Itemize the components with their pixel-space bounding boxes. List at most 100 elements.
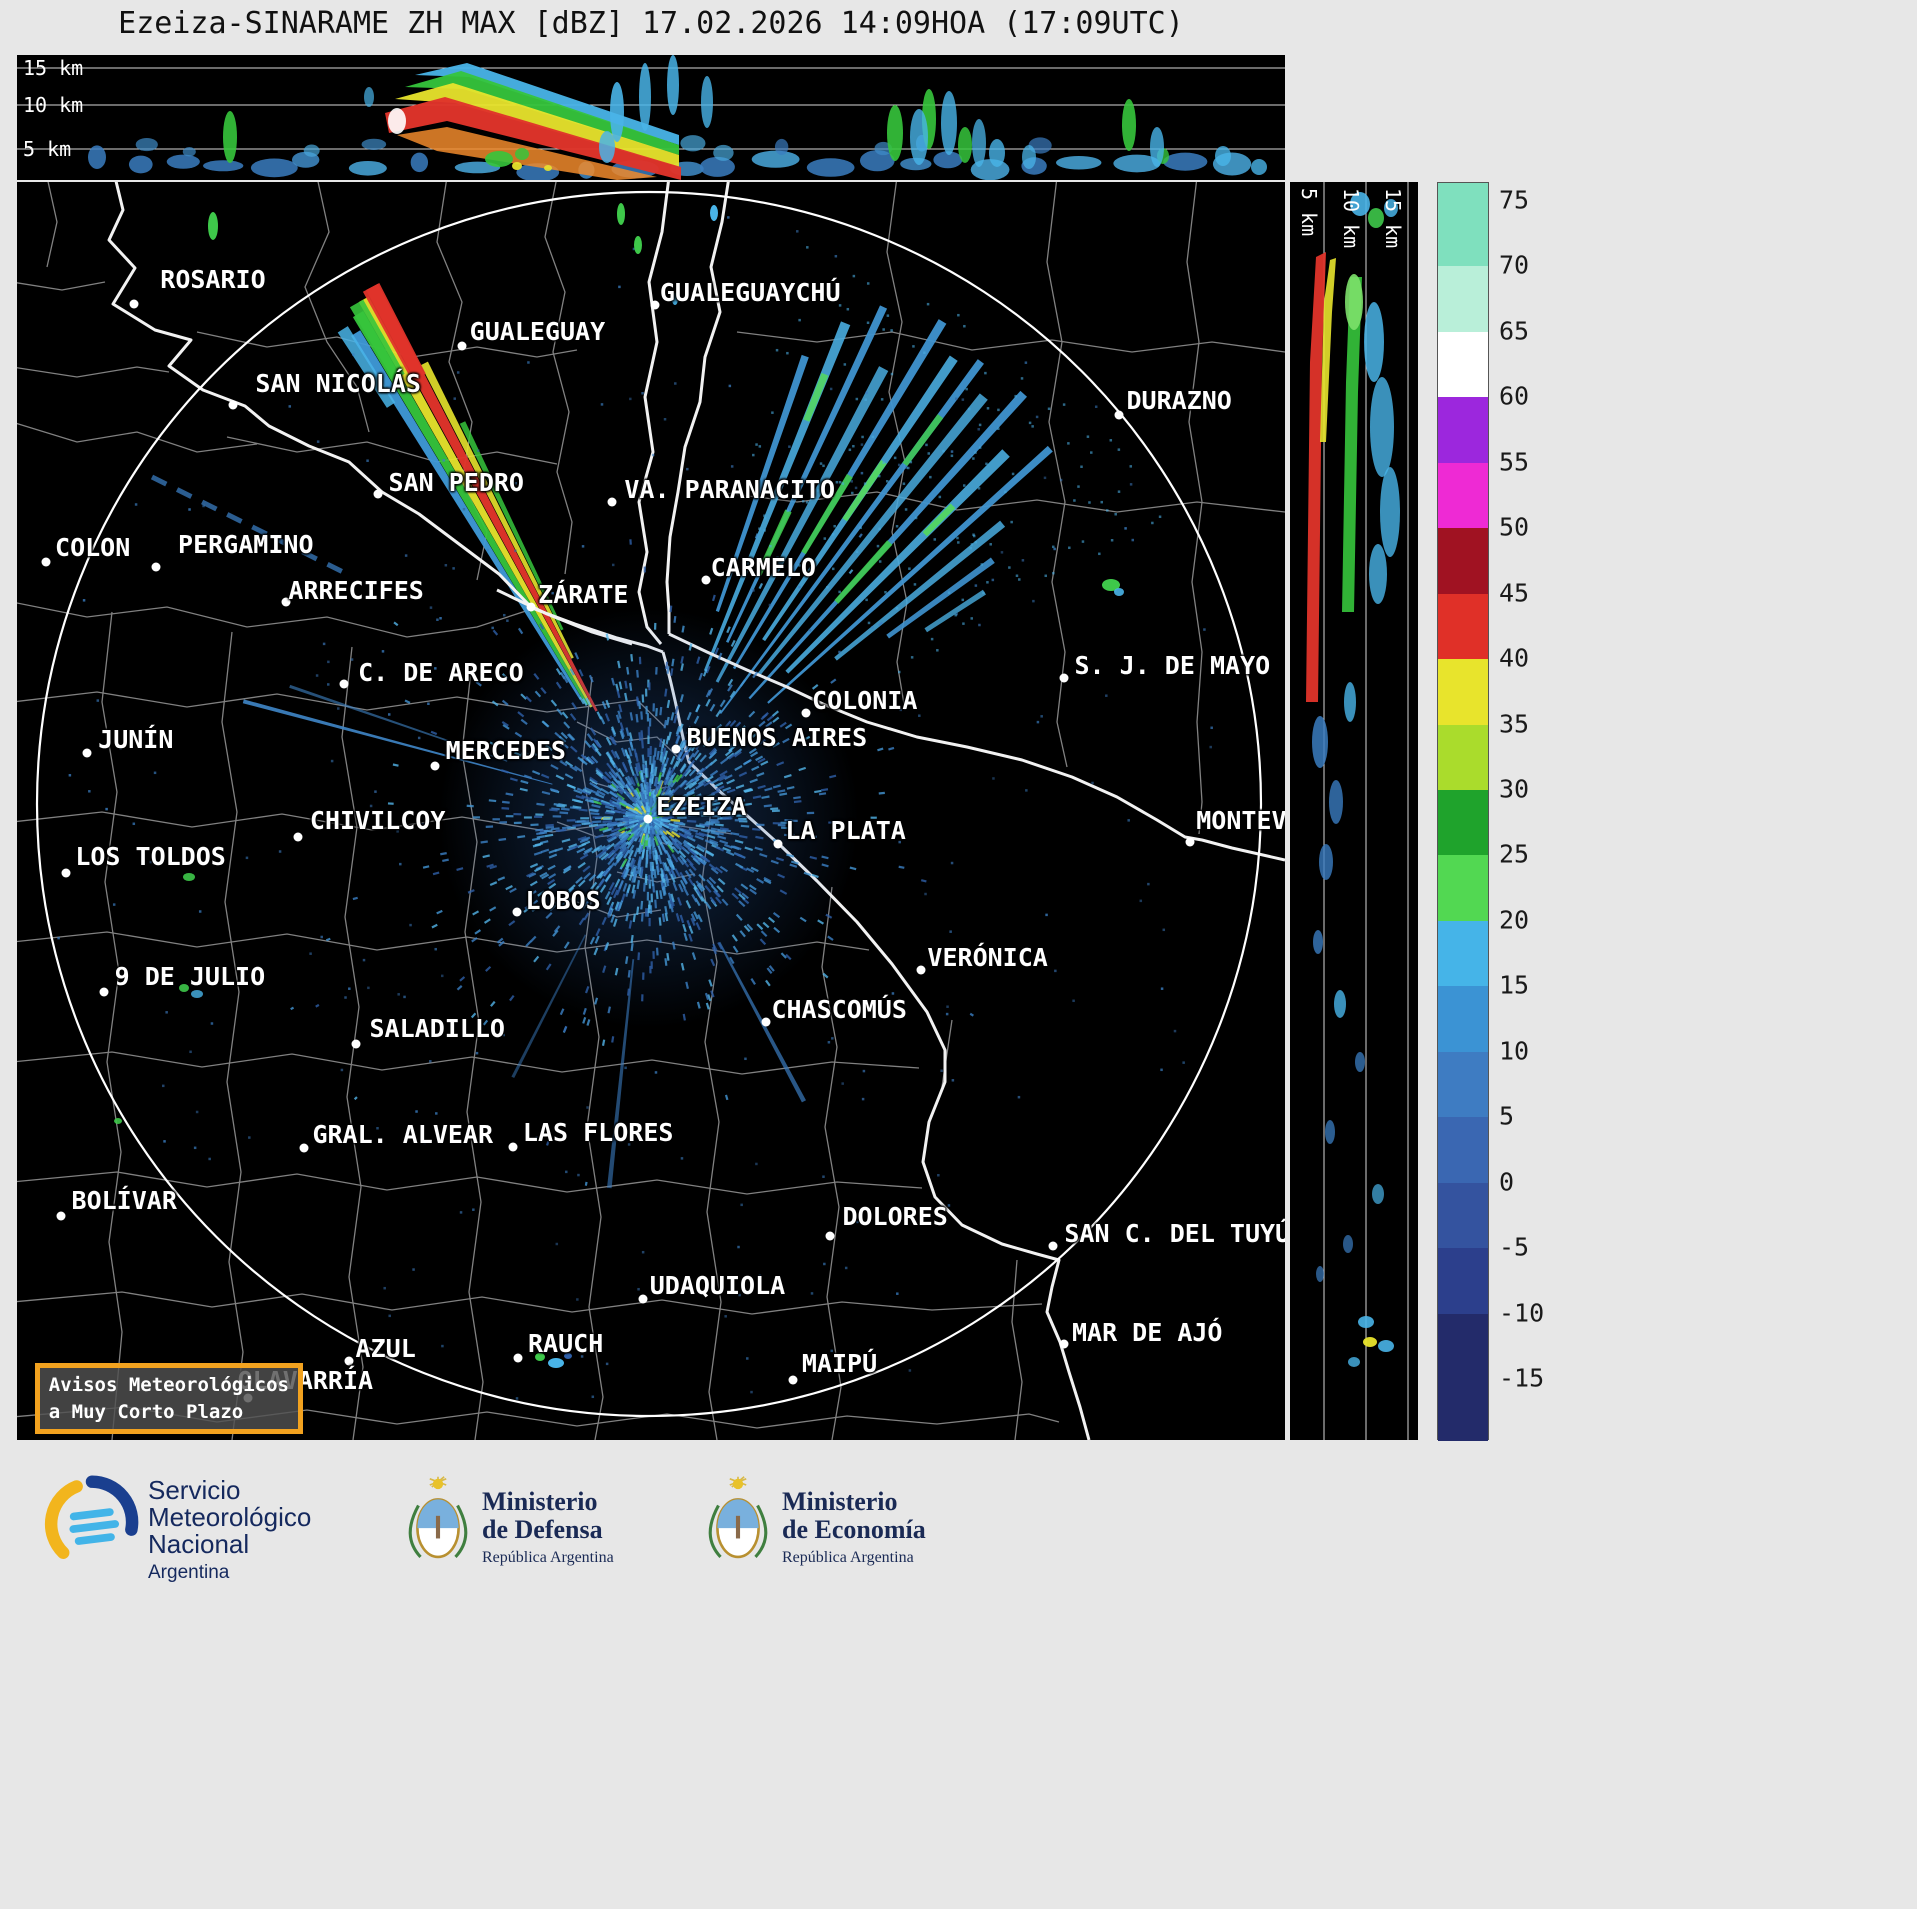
ministry-sub: República Argentina: [482, 1549, 614, 1566]
city-dot: [671, 744, 681, 754]
colorbar-tick: 55: [1499, 447, 1530, 477]
city-dot: [643, 814, 653, 824]
page-title: Ezeiza-SINARAME ZH MAX [dBZ] 17.02.2026 …: [118, 6, 1184, 41]
city-dot: [701, 575, 711, 585]
city-dot: [129, 299, 139, 309]
city-label: COLONIA: [812, 686, 918, 716]
colorbar-tick: 60: [1499, 381, 1530, 411]
city-label: PERGAMINO: [178, 530, 314, 560]
city-label: AZUL: [355, 1334, 416, 1364]
city-label: LA PLATA: [785, 816, 906, 846]
colorbar-segment: [1438, 266, 1488, 333]
smn-country: Argentina: [148, 1562, 230, 1583]
city-label: 9 DE JULIO: [114, 961, 266, 991]
city-label: SAN NICOLÁS: [255, 369, 421, 399]
warning-box: Avisos Meteorológicos a Muy Corto Plazo: [34, 1363, 303, 1435]
colorbar-tick: 70: [1499, 250, 1530, 280]
city-label: CHASCOMÚS: [771, 994, 907, 1024]
economia-text: Ministerio de Economía República Argenti…: [782, 1488, 926, 1567]
colorbar-segment: [1438, 1248, 1488, 1315]
colorbar-segment: [1438, 790, 1488, 857]
city-label: DOLORES: [842, 1202, 948, 1232]
city-label: CARMELO: [710, 553, 816, 583]
city-dot: [228, 400, 238, 410]
ministry-name: de Economía: [782, 1515, 926, 1544]
smn-logo-icon: [44, 1475, 139, 1559]
city-dot: [916, 965, 926, 974]
city-label: DURAZNO: [1126, 385, 1232, 415]
warning-line-1: Avisos Meteorológicos: [48, 1374, 289, 1397]
colorbar-tick: 10: [1499, 1036, 1530, 1066]
coat-of-arms-icon: [708, 1476, 768, 1559]
colorbar-tick: 30: [1499, 774, 1530, 804]
colorbar-tick: 50: [1499, 512, 1530, 542]
colorbar-segment: [1438, 1051, 1488, 1118]
city-label: EZEIZA: [656, 792, 747, 822]
city-dot: [825, 1231, 835, 1241]
city-label: CHIVILCOY: [309, 805, 446, 835]
colorbar-tick: 20: [1499, 905, 1530, 935]
right-cross-section-panel: 5 km 10 km 15 km: [1290, 182, 1418, 1440]
altitude-label: 15 km: [1381, 188, 1405, 249]
city-label: MAR DE AJÓ: [1071, 1317, 1223, 1347]
city-dot: [638, 1294, 648, 1304]
colorbar-tick: 35: [1499, 709, 1530, 739]
city-label: SALADILLO: [369, 1013, 505, 1043]
city-label: ZÁRATE: [538, 579, 629, 609]
city-dot: [99, 987, 109, 997]
smn-text: Servicio Meteorológico Nacional Argentin…: [148, 1477, 311, 1584]
city-dot: [1048, 1241, 1058, 1251]
city-label: BUENOS AIRES: [686, 722, 868, 752]
city-label: GRAL. ALVEAR: [312, 1120, 494, 1150]
city-label: JUNÍN: [98, 725, 174, 755]
ministry-name: Ministerio: [782, 1487, 898, 1516]
city-dot: [457, 341, 467, 351]
smn-name-line: Servicio: [148, 1475, 241, 1505]
city-label: COLON: [55, 532, 131, 562]
city-label: UDAQUIOLA: [649, 1271, 786, 1301]
colorbar-tick: 5: [1499, 1101, 1515, 1131]
colorbar-tick: 0: [1499, 1167, 1515, 1197]
city-dot: [773, 839, 783, 849]
city-label: VERÓNICA: [927, 943, 1048, 973]
colorbar-segment: [1438, 855, 1488, 922]
city-dot: [56, 1211, 66, 1221]
colorbar-tick: 65: [1499, 316, 1530, 346]
city-label: MERCEDES: [445, 735, 566, 765]
city-dot: [761, 1017, 771, 1027]
colorbar: 75 70 65 60 55 50 45 40 35 30 25 20 15 10 5 0 -5 -10 -15: [1437, 182, 1547, 1441]
altitude-label: 5 km: [1297, 188, 1321, 237]
city-dot: [650, 300, 660, 310]
city-dot: [1059, 673, 1069, 683]
city-dot: [339, 679, 349, 689]
colorbar-segment: [1438, 724, 1488, 791]
colorbar-segment: [1438, 659, 1488, 726]
colorbar-segment: [1438, 462, 1488, 529]
city-label: MAIPÚ: [801, 1349, 878, 1379]
city-label: SAN C. DEL TUYÚ: [1064, 1218, 1285, 1248]
colorbar-tick: 45: [1499, 578, 1530, 608]
smn-name-line: Nacional: [148, 1529, 250, 1559]
right-cross-section-plot: [1290, 182, 1418, 1440]
city-dot: [1059, 1339, 1069, 1349]
city-dot: [82, 748, 92, 758]
colorbar-segment: [1438, 528, 1488, 595]
ministry-sub: República Argentina: [782, 1549, 914, 1566]
colorbar-tick: -5: [1499, 1232, 1530, 1262]
city-label: MONTEVIDEO: [1196, 805, 1285, 835]
city-dot: [61, 868, 71, 878]
colorbar-segment: [1438, 593, 1488, 660]
top-cross-section-plot: [17, 55, 1285, 180]
altitude-label: 10 km: [23, 93, 84, 117]
warning-line-2: a Muy Corto Plazo: [48, 1400, 244, 1423]
colorbar-tick: 40: [1499, 643, 1530, 673]
city-label: S. J. DE MAYO: [1074, 651, 1271, 681]
city-label: RAUCH: [528, 1329, 604, 1359]
city-dot: [526, 602, 536, 612]
city-dot: [281, 597, 291, 607]
ministry-name: de Defensa: [482, 1515, 603, 1544]
city-dot: [293, 832, 303, 842]
colorbar-segment: [1438, 201, 1488, 268]
colorbar-tick: 15: [1499, 970, 1530, 1000]
